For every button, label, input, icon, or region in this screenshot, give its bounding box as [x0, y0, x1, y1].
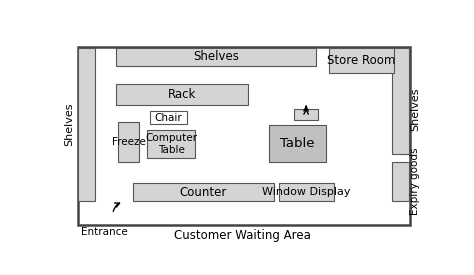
- Bar: [150, 111, 187, 124]
- Bar: [118, 122, 139, 162]
- Text: Rack: Rack: [168, 88, 197, 101]
- Text: Computer
Table: Computer Table: [146, 133, 197, 155]
- Text: Store Room: Store Room: [327, 54, 396, 67]
- Text: Expiry goods: Expiry goods: [410, 147, 420, 215]
- Text: Window Display: Window Display: [262, 187, 350, 197]
- Text: Shelves: Shelves: [410, 87, 420, 131]
- Bar: [269, 125, 326, 162]
- Bar: [133, 183, 274, 201]
- Text: Counter: Counter: [180, 186, 227, 199]
- Bar: [147, 130, 195, 158]
- Text: Table: Table: [280, 137, 314, 150]
- Bar: [294, 109, 318, 120]
- Bar: [116, 48, 317, 66]
- Bar: [279, 183, 334, 201]
- Text: Shelves: Shelves: [193, 50, 239, 63]
- Bar: [116, 84, 248, 105]
- Bar: [329, 48, 393, 73]
- Text: Customer Waiting Area: Customer Waiting Area: [174, 229, 311, 242]
- Bar: [392, 162, 410, 201]
- Bar: [392, 48, 410, 154]
- Text: Chair: Chair: [155, 113, 182, 123]
- Text: Freeze: Freeze: [112, 137, 146, 147]
- Bar: [78, 47, 410, 225]
- Text: Shelves: Shelves: [64, 102, 74, 146]
- Text: Entrance: Entrance: [81, 227, 128, 236]
- Bar: [78, 48, 95, 201]
